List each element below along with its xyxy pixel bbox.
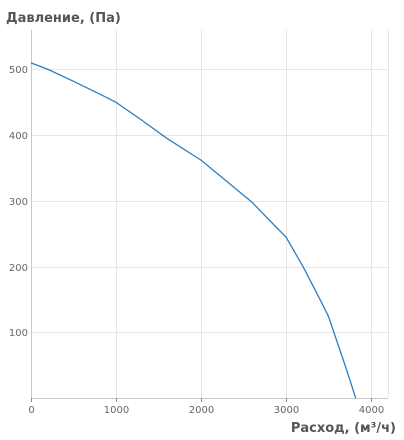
y-tick-label: 400: [9, 131, 28, 142]
tick-labels: 0 1000 2000 3000 4000 100 200 300 400 500: [9, 65, 384, 416]
tick-marks: [31, 398, 372, 402]
y-tick-label: 100: [9, 328, 28, 339]
y-tick-label: 500: [9, 65, 28, 76]
x-tick-label: 0: [28, 405, 34, 416]
y-axis-title: Давление, (Па): [6, 11, 121, 26]
x-axis-title: Расход, (м³/ч): [291, 421, 396, 436]
x-tick-label: 1000: [104, 405, 129, 416]
y-tick-label: 300: [9, 197, 28, 208]
series-line: [30, 62, 357, 399]
y-tick-label: 200: [9, 263, 28, 274]
x-tick-label: 3000: [274, 405, 299, 416]
grid: [31, 30, 389, 398]
x-tick-label: 2000: [189, 405, 214, 416]
x-tick-label: 4000: [359, 405, 384, 416]
